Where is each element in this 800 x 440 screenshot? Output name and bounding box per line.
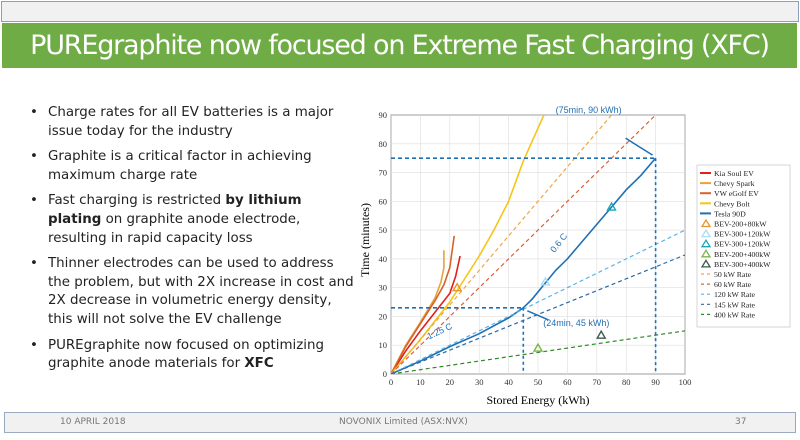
y-tick-label: 80 xyxy=(379,139,388,149)
series-line-chevy-bolt xyxy=(391,115,545,374)
footer-company: NOVONIX Limited (ASX:NVX) xyxy=(339,417,468,427)
bullet-bold-text: by lithium plating xyxy=(48,193,302,227)
legend-label: Tesla 90D xyxy=(714,209,746,218)
series-line-tesla-90d xyxy=(391,157,657,374)
bullet-text: Charge rates for all EV batteries is a m… xyxy=(48,105,334,139)
x-tick-label: 10 xyxy=(416,377,425,387)
legend-label: BEV-300+120kW xyxy=(714,230,771,239)
footer: 10 APRIL 2018 NOVONIX Limited (ASX:NVX) … xyxy=(4,412,796,433)
bullet-text: on graphite anode electrode, resulting i… xyxy=(48,211,301,246)
series-line-120-kw-rate xyxy=(391,229,685,374)
legend-label: BEV-300+400kW xyxy=(714,260,771,269)
bullet-text: Thinner electrodes can be used to addres… xyxy=(48,256,354,327)
bullet-text: Graphite is a critical factor in achievi… xyxy=(48,149,312,183)
y-tick-label: 50 xyxy=(379,225,388,235)
page-number: 37 xyxy=(735,417,747,427)
y-tick-label: 60 xyxy=(379,196,388,206)
y-tick-label: 70 xyxy=(379,168,388,178)
legend-label: 120 kW Rate xyxy=(714,290,756,299)
bullet-text: Fast charging is restricted xyxy=(48,193,226,209)
legend-label: BEV-300+120kW xyxy=(714,240,771,249)
triangle-marker xyxy=(606,201,617,211)
x-tick-label: 40 xyxy=(504,377,512,387)
bullet-item: Fast charging is restricted by lithium p… xyxy=(28,192,358,248)
legend-label: Chevy Spark xyxy=(714,179,755,188)
legend-swatch xyxy=(700,218,712,228)
legend-box xyxy=(696,164,791,328)
legend-swatch xyxy=(700,249,712,258)
legend-label: 50 kW Rate xyxy=(714,270,752,279)
bullet-text: PUREgraphite now focused on optimizing g… xyxy=(48,337,325,372)
y-axis-label: Time (minutes) xyxy=(358,203,372,277)
y-tick-label: 0 xyxy=(383,369,387,379)
top-bar xyxy=(1,1,799,22)
slide-title: PUREgraphite now focused on Extreme Fast… xyxy=(2,23,797,68)
annotation-arrow xyxy=(625,137,653,156)
annotation-label: (24min, 45 kWh) xyxy=(543,318,609,328)
bullet-list: Charge rates for all EV batteries is a m… xyxy=(28,104,358,381)
x-tick-label: 100 xyxy=(679,377,692,387)
x-tick-label: 50 xyxy=(534,377,543,387)
legend-label: BEV-200+80kW xyxy=(714,220,767,229)
x-tick-label: 0 xyxy=(389,377,393,387)
y-tick-label: 30 xyxy=(379,283,388,293)
x-tick-label: 90 xyxy=(651,377,660,387)
y-tick-label: 40 xyxy=(379,254,388,264)
legend-label: 400 kW Rate xyxy=(714,310,756,319)
series-line-kia-soul-ev xyxy=(391,255,461,374)
y-tick-label: 90 xyxy=(379,110,388,120)
x-tick-label: 20 xyxy=(446,377,455,387)
legend-swatch xyxy=(700,228,712,238)
charge-time-chart: 0 10 20 30 40 50 60 70 80 90 100 0 10 20 30 40 50 60 70 80 9… xyxy=(358,105,791,407)
y-tick-label: 10 xyxy=(379,340,388,350)
x-tick-label: 80 xyxy=(622,377,631,387)
triangle-marker xyxy=(596,329,607,339)
bullet-item: Thinner electrodes can be used to addres… xyxy=(28,255,358,329)
annotation-label: (75min, 90 kWh) xyxy=(556,105,622,115)
legend-swatch xyxy=(700,259,712,268)
footer-date: 10 APRIL 2018 xyxy=(60,417,126,427)
x-tick-label: 70 xyxy=(593,377,602,387)
legend-label: Chevy Bolt xyxy=(714,199,751,208)
y-tick-label: 20 xyxy=(379,311,388,321)
legend-label: VW eGolf EV xyxy=(714,189,759,198)
bullet-bold-text: XFC xyxy=(244,356,274,372)
x-axis-label: Stored Energy (kWh) xyxy=(486,393,589,407)
legend-label: Kia Soul EV xyxy=(714,169,754,178)
x-tick-label: 60 xyxy=(563,377,572,387)
series-line-vw-egolf-ev xyxy=(391,235,456,374)
legend-swatch xyxy=(700,238,712,248)
triangle-marker xyxy=(532,342,544,352)
triangle-marker xyxy=(451,282,463,292)
bullet-item: Charge rates for all EV batteries is a m… xyxy=(28,104,358,141)
bullet-item: PUREgraphite now focused on optimizing g… xyxy=(28,337,358,374)
legend-label: BEV-200+400kW xyxy=(714,250,771,259)
triangle-marker xyxy=(540,276,551,286)
series-line-400-kw-rate xyxy=(391,330,685,374)
bullet-item: Graphite is a critical factor in achievi… xyxy=(28,148,358,185)
series-line-145-kw-rate xyxy=(391,254,685,374)
legend-label: 60 kW Rate xyxy=(714,280,752,289)
legend-label: 145 kW Rate xyxy=(714,300,756,309)
x-tick-label: 30 xyxy=(475,377,484,387)
annotation-arrow xyxy=(527,310,549,321)
